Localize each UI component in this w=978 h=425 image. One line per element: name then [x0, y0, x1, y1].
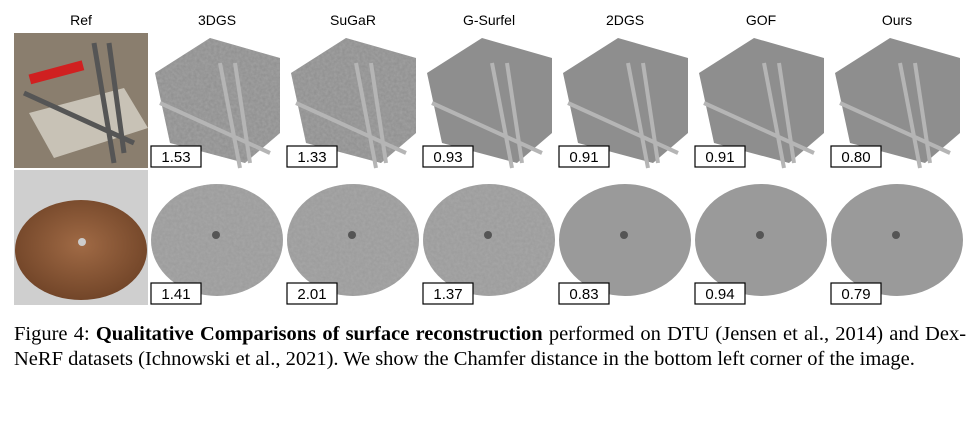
value-box: [830, 282, 882, 305]
mesh: [835, 38, 960, 163]
object: [484, 231, 492, 239]
image: [286, 33, 420, 169]
disk: [695, 184, 827, 296]
scissors: [431, 62, 543, 169]
image: [558, 170, 692, 305]
chamfer-value: 0.79: [841, 286, 870, 303]
mesh: [563, 38, 688, 163]
chamfer-value: 2.01: [297, 286, 326, 303]
image: [558, 33, 692, 169]
chamfer-value: 0.83: [569, 286, 598, 303]
column-header: SuGaR: [330, 12, 376, 28]
chamfer-value: 0.80: [841, 149, 870, 166]
chamfer-value: 1.53: [161, 149, 190, 166]
object: [212, 231, 220, 239]
disk: [559, 184, 691, 296]
chamfer-value: 1.33: [297, 149, 326, 166]
value-box: [422, 145, 474, 168]
disk: [831, 184, 963, 296]
object: [348, 231, 356, 239]
chamfer-value: 0.91: [569, 149, 598, 166]
image: [830, 170, 964, 305]
noise: [155, 38, 280, 163]
column-header: GOF: [746, 12, 776, 28]
value-box: [694, 282, 746, 305]
image: [14, 170, 148, 305]
object: [78, 238, 86, 246]
value-box: [558, 282, 610, 305]
scissors: [703, 62, 815, 169]
caption-text: performed on DTU (Jensen et al., 2014) a…: [14, 323, 967, 370]
value-box: [150, 282, 202, 305]
chamfer-value: 1.41: [161, 286, 190, 303]
chamfer-value: 0.94: [705, 286, 734, 303]
column-header: 2DGS: [606, 12, 644, 28]
caption-label: Figure 4:: [14, 323, 90, 345]
chamfer-value: 0.91: [705, 149, 734, 166]
scissors: [839, 62, 951, 169]
column-header: Ours: [882, 12, 912, 28]
chamfer-value: 0.93: [433, 149, 462, 166]
object: [756, 231, 764, 239]
value-box: [558, 145, 610, 168]
scissors: [22, 42, 136, 164]
column-header: 3DGS: [198, 12, 236, 28]
value-box: [422, 282, 474, 305]
image: [422, 170, 556, 305]
noise: [287, 184, 419, 296]
caption-bold: Qualitative Comparisons of surface recon…: [95, 323, 543, 345]
scissors: [159, 62, 271, 169]
value-box: [694, 145, 746, 168]
object: [892, 231, 900, 239]
value-box: [286, 282, 338, 305]
column-header: Ref: [70, 12, 92, 28]
handle: [28, 60, 85, 85]
mesh: [699, 38, 824, 163]
table: [15, 200, 147, 300]
figure: Ref 3DGS 1.53 1.41 SuGaR 1.33 2.01 G-Surfel 0.93…: [14, 12, 964, 305]
image: [150, 33, 284, 169]
column-header: G-Surfel: [463, 12, 515, 28]
value-box: [830, 145, 882, 168]
image: [694, 170, 828, 305]
image: [14, 33, 148, 168]
value-box: [150, 145, 202, 168]
value-box: [286, 145, 338, 168]
object: [620, 231, 628, 239]
image: [830, 33, 964, 169]
caption: Figure 4: Qualitative Comparisons of sur…: [14, 322, 966, 372]
noise: [151, 184, 283, 296]
noise: [423, 184, 555, 296]
chamfer-value: 1.37: [433, 286, 462, 303]
mesh: [427, 38, 552, 163]
scissors: [567, 62, 679, 169]
noise: [291, 38, 416, 163]
scissors: [295, 62, 407, 169]
